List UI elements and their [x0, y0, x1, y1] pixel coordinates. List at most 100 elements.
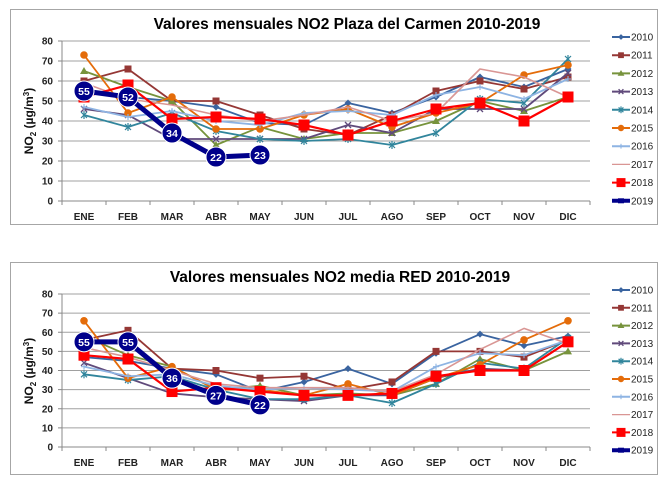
data-point-circle [73, 331, 95, 353]
legend-item-2013: 2013 [612, 87, 654, 98]
legend-item-2010: 2010 [612, 33, 654, 44]
series-2017 [83, 327, 569, 393]
legend-item-2014: 2014 [612, 105, 654, 116]
legend-label: 2013 [631, 87, 654, 98]
data-point [388, 378, 396, 386]
chart-media-red: Valores mensuales NO2 media RED 2010-201… [22, 269, 654, 469]
y-tick-label: 80 [42, 37, 54, 48]
data-point [122, 79, 134, 91]
legend-item-2013: 2013 [612, 339, 654, 350]
data-point [125, 114, 131, 120]
y-tick-label: 30 [42, 385, 54, 396]
data-label: 52 [122, 92, 134, 104]
legend-swatch-marker [616, 427, 626, 437]
y-tick-label: 20 [42, 404, 54, 415]
chart-title: Valores mensuales NO2 Plaza del Carmen 2… [154, 16, 541, 33]
legend-swatch-marker [618, 34, 624, 40]
x-tick-label: MAY [249, 458, 271, 469]
data-label: 36 [166, 373, 178, 385]
data-point: 22 [205, 146, 227, 168]
data-point-circle [205, 146, 227, 168]
x-tick-label: JUL [339, 212, 358, 223]
data-point [212, 367, 220, 374]
legend-item-2011: 2011 [612, 303, 653, 314]
legend-swatch-marker [617, 70, 625, 76]
data-point-circle [249, 144, 271, 166]
data-point [386, 115, 398, 127]
data-point [518, 115, 530, 127]
data-point [80, 359, 88, 367]
x-tick-label: MAR [161, 212, 185, 223]
data-point: 22 [249, 394, 271, 416]
y-axis-label: NO2 (µg/m3) [22, 338, 38, 404]
legend-swatch-marker [618, 143, 624, 149]
data-point [256, 374, 264, 382]
data-point [298, 119, 310, 131]
legend-label: 2011 [631, 303, 653, 314]
data-point [432, 87, 440, 95]
legend-swatch-marker [618, 357, 624, 365]
legend-label: 2011 [631, 51, 653, 62]
data-point [432, 117, 440, 124]
legend-item-2019: 2019 [612, 196, 654, 207]
data-point [124, 109, 132, 117]
series-line [83, 68, 569, 122]
data-point [254, 386, 266, 398]
legend-swatch-marker [618, 340, 624, 347]
data-point [81, 104, 87, 110]
legend-swatch-marker [618, 106, 624, 114]
data-point [344, 365, 352, 373]
data-point [565, 76, 571, 82]
x-tick-label: MAY [249, 212, 271, 223]
data-label: 55 [78, 337, 90, 349]
data-point [166, 113, 178, 125]
x-tick-label: DIC [559, 212, 576, 223]
y-tick-label: 50 [42, 347, 54, 358]
data-point [562, 91, 574, 103]
data-point [212, 103, 220, 111]
data-point [342, 389, 354, 401]
legend-label: 2016 [631, 142, 654, 153]
data-point [430, 103, 442, 115]
legend-item-2011: 2011 [612, 51, 653, 62]
data-point: 52 [117, 86, 139, 108]
legend-swatch-marker [617, 124, 625, 132]
data-point: 23 [249, 144, 271, 166]
legend-item-2014: 2014 [612, 357, 654, 368]
data-point [169, 108, 175, 114]
legend-swatch-marker [618, 394, 624, 400]
chart-plaza-del-carmen: Valores mensuales NO2 Plaza del Carmen 2… [22, 16, 654, 223]
legend-item-2016: 2016 [612, 392, 654, 403]
data-point [474, 365, 486, 376]
y-axis-label: NO2 (µg/m3) [22, 88, 38, 154]
data-point [476, 77, 484, 85]
x-tick-label: JUN [294, 212, 314, 223]
data-point [388, 399, 396, 408]
legend-item-2015: 2015 [612, 124, 654, 135]
data-point-circle [73, 80, 95, 102]
data-point: 34 [161, 122, 183, 144]
data-point [520, 107, 528, 114]
x-tick-label: FEB [118, 212, 138, 223]
legend-item-2018: 2018 [612, 427, 654, 439]
x-tick-label: SEP [426, 212, 446, 223]
data-label: 22 [254, 400, 266, 412]
data-point [298, 389, 310, 401]
data-point [122, 353, 134, 365]
data-point [80, 67, 88, 74]
data-point [212, 141, 220, 148]
x-tick-label: ABR [205, 212, 227, 223]
data-point [388, 141, 396, 149]
data-point [564, 316, 572, 325]
legend-item-2015: 2015 [612, 375, 654, 386]
data-point [166, 386, 178, 398]
y-tick-label: 70 [42, 309, 54, 320]
series-line [83, 58, 569, 146]
y-tick-label: 10 [42, 423, 54, 434]
x-tick-label: JUN [294, 458, 314, 469]
legend-item-2016: 2016 [612, 142, 654, 153]
data-point [80, 51, 88, 59]
data-point [521, 96, 527, 102]
x-tick-label: MAR [161, 458, 185, 469]
series-2011 [80, 326, 572, 394]
